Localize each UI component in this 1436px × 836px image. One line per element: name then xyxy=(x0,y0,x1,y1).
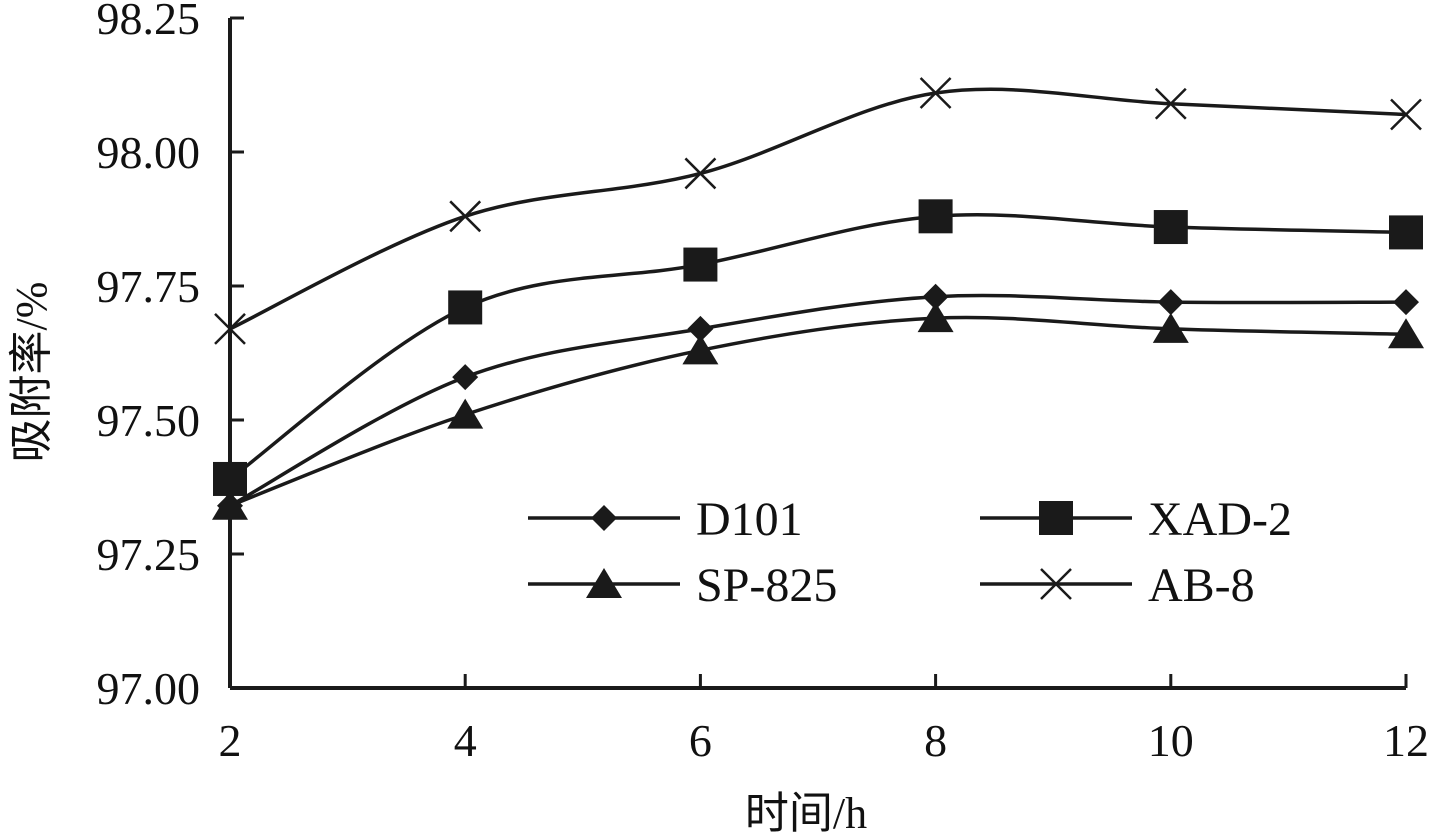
x-tick-labels: 2 4 6 8 10 12 xyxy=(219,715,1430,766)
data-point-sp-825 xyxy=(1388,318,1424,349)
series-group xyxy=(212,77,1424,520)
series-line-d101 xyxy=(229,293,1407,508)
data-point-ab-8 xyxy=(449,200,482,233)
legend-item-ab-8: AB-8 xyxy=(980,559,1255,612)
data-point-d101 xyxy=(1393,289,1419,316)
x-tick-label: 12 xyxy=(1383,715,1429,766)
x-tick-label: 10 xyxy=(1148,715,1194,766)
series-d101 xyxy=(217,283,1419,519)
data-point-sp-825 xyxy=(1152,312,1189,343)
x-tick-label: 8 xyxy=(924,715,947,766)
legend-marker-ab-8 xyxy=(1040,568,1072,600)
y-tick-label: 97.75 xyxy=(97,261,201,312)
legend-item-d101: D101 xyxy=(528,493,803,546)
y-axis-label: 吸附率/% xyxy=(7,282,56,463)
y-tick-label: 98.00 xyxy=(97,127,201,178)
data-point-d101 xyxy=(452,364,479,391)
data-point-sp-825 xyxy=(212,489,248,520)
data-point-d101 xyxy=(922,283,949,310)
data-point-ab-8 xyxy=(214,312,246,345)
data-point-xad-2 xyxy=(1389,215,1423,250)
legend-label: AB-8 xyxy=(1148,559,1255,612)
legend-item-xad-2: XAD-2 xyxy=(980,493,1292,546)
series-ab-8 xyxy=(214,77,1422,345)
data-point-d101 xyxy=(687,315,714,342)
legend-marker-xad-2 xyxy=(1039,501,1073,535)
legend-item-sp-825: SP-825 xyxy=(528,559,837,612)
series-sp-825 xyxy=(212,302,1424,520)
x-tick-label: 6 xyxy=(689,715,712,766)
data-point-xad-2 xyxy=(683,247,718,282)
x-axis-label: 时间/h xyxy=(745,789,867,836)
y-tick-labels: 97.00 97.25 97.50 97.75 98.00 98.25 xyxy=(97,0,201,714)
series-line-xad-2 xyxy=(228,213,1407,481)
legend-label: D101 xyxy=(696,493,803,546)
data-point-sp-825 xyxy=(682,334,719,365)
legend: D101 XAD-2 SP-825 AB-8 xyxy=(528,493,1292,612)
legend-label: XAD-2 xyxy=(1148,493,1292,546)
x-tick-label: 4 xyxy=(454,715,477,766)
data-point-ab-8 xyxy=(1390,98,1422,131)
series-line-sp-825 xyxy=(229,315,1407,508)
y-tick-label: 97.25 xyxy=(97,529,201,580)
y-tick-label: 97.00 xyxy=(97,663,201,714)
y-tick-label: 98.25 xyxy=(97,0,201,44)
data-point-ab-8 xyxy=(684,157,717,190)
data-point-xad-2 xyxy=(1153,210,1188,245)
legend-marker-d101 xyxy=(591,505,617,531)
data-point-ab-8 xyxy=(919,77,952,109)
data-point-xad-2 xyxy=(448,290,483,325)
y-tick-label: 97.50 xyxy=(97,395,201,446)
data-point-d101 xyxy=(1157,289,1184,316)
legend-label: SP-825 xyxy=(696,559,837,612)
legend-marker-sp-825 xyxy=(586,568,622,598)
chart-axes xyxy=(228,16,1408,690)
data-point-ab-8 xyxy=(1154,87,1187,120)
data-point-sp-825 xyxy=(917,302,954,333)
data-point-sp-825 xyxy=(447,398,484,429)
data-point-xad-2 xyxy=(918,199,953,234)
series-line-ab-8 xyxy=(229,87,1407,331)
x-tick-label: 2 xyxy=(219,715,242,766)
